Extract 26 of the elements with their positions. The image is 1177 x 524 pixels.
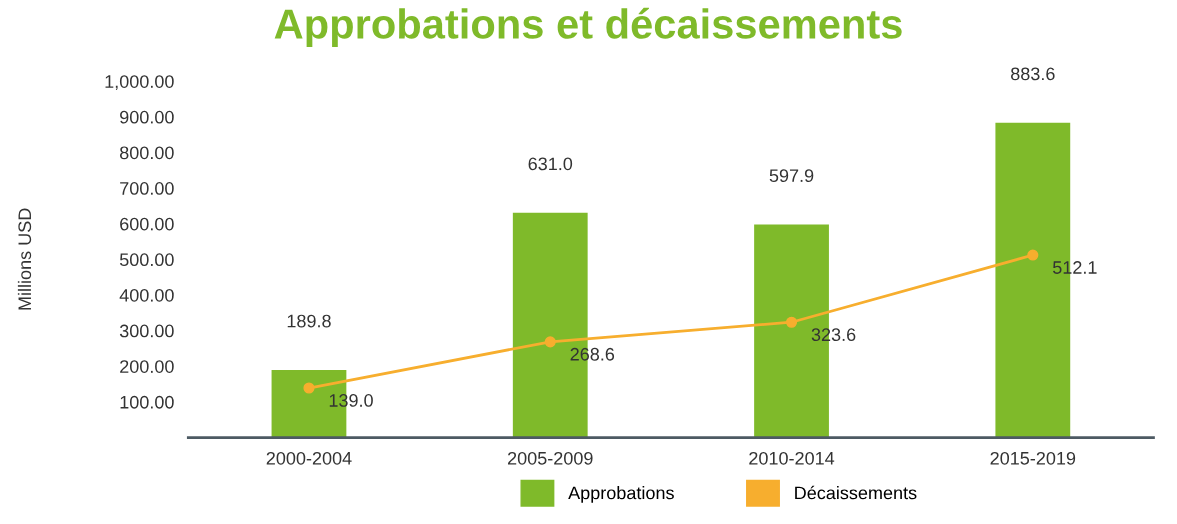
point xyxy=(785,316,798,328)
point xyxy=(544,336,556,348)
x-tick-label: 2000-2004 xyxy=(266,451,352,465)
data-label: 631.0 xyxy=(528,157,573,171)
y-tick-label: 900.00 xyxy=(120,110,174,124)
x-tick-label: 2005-2009 xyxy=(507,451,593,465)
legend-label: Décaissements xyxy=(795,485,917,500)
y-tick-label: 800.00 xyxy=(120,146,174,160)
data-label: 597.9 xyxy=(769,169,814,183)
point xyxy=(1027,249,1039,261)
chart-title: Approbations et décaissements xyxy=(274,7,902,48)
y-tick-label: 400.00 xyxy=(119,288,174,302)
data-label: 189.8 xyxy=(287,314,331,328)
y-tick-label: 600.00 xyxy=(120,217,174,231)
y-tick-label: 700.00 xyxy=(120,182,174,195)
y-tick-label: 200.00 xyxy=(120,360,174,373)
y-tick-label: 500.00 xyxy=(119,253,174,267)
legend-label: Approbations xyxy=(568,486,674,503)
y-tick-label: 1,000.00 xyxy=(105,75,174,91)
data-label: 883.6 xyxy=(1011,67,1055,81)
point xyxy=(303,382,315,394)
y-tick-label: 300.00 xyxy=(119,324,174,338)
x-tick-label: 2010-2014 xyxy=(749,451,835,465)
y-tick-label: 100.00 xyxy=(120,395,174,409)
x-tick-label: 2015-2019 xyxy=(990,451,1076,465)
y-axis-title: Millions USD xyxy=(17,208,32,310)
